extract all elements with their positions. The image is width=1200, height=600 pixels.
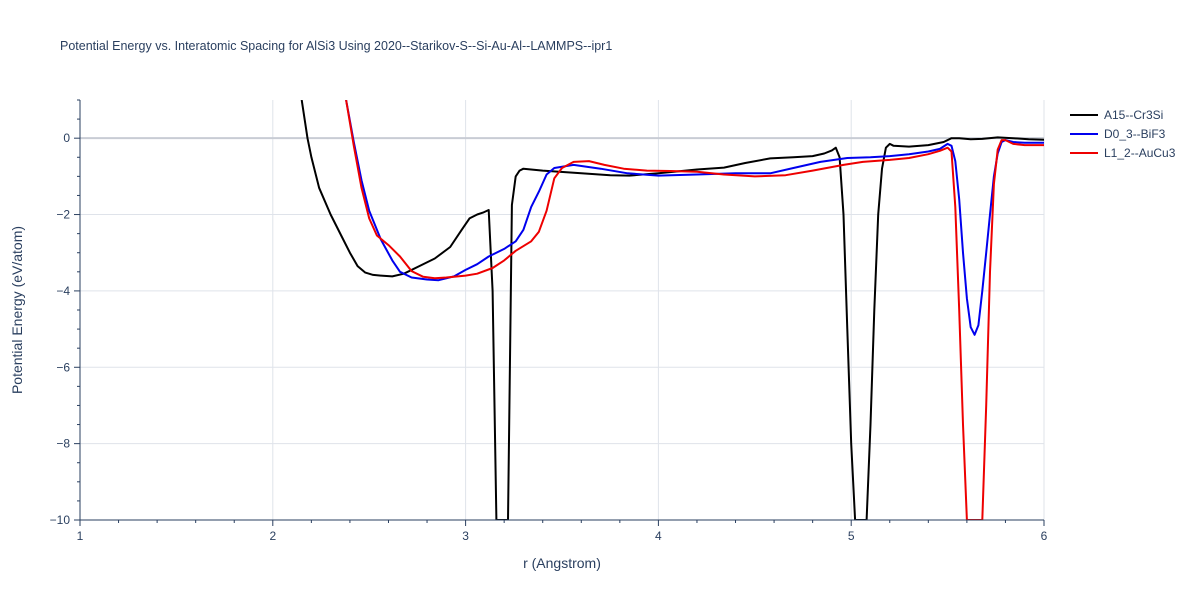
x-tick-label: 1 (77, 529, 84, 543)
y-tick-label: 0 (63, 131, 70, 145)
legend-item-label[interactable]: A15--Cr3Si (1104, 108, 1163, 122)
legend-item-label[interactable]: D0_3--BiF3 (1104, 127, 1166, 141)
chart-title: Potential Energy vs. Interatomic Spacing… (60, 39, 612, 53)
grid (80, 100, 1045, 520)
x-tick-label: 2 (269, 529, 276, 543)
y-axis-title: Potential Energy (eV/atom) (9, 226, 25, 394)
y-tick-label: −2 (56, 208, 70, 222)
series-line-L1_2--AuCu3[interactable] (345, 100, 1044, 520)
legend[interactable]: A15--Cr3Si D0_3--BiF3 L1_2--AuCu3 (1070, 108, 1176, 160)
y-tick-label: −4 (56, 284, 70, 298)
y-tick-label: −10 (50, 513, 71, 527)
axes: 1 2 3 4 5 6 −10 −8 −6 −4 −2 0 (50, 99, 1048, 543)
x-axis-title: r (Angstrom) (523, 555, 601, 571)
x-tick-label: 4 (655, 529, 662, 543)
plot-area[interactable] (300, 100, 1044, 520)
series-line-A15--Cr3Si[interactable] (300, 100, 1044, 520)
legend-item-label[interactable]: L1_2--AuCu3 (1104, 146, 1176, 160)
x-tick-label: 3 (462, 529, 469, 543)
x-tick-label: 6 (1041, 529, 1048, 543)
x-tick-label: 5 (848, 529, 855, 543)
y-tick-label: −6 (56, 360, 70, 374)
y-tick-label: −8 (56, 437, 70, 451)
series-line-D0_3--BiF3[interactable] (345, 100, 1044, 336)
